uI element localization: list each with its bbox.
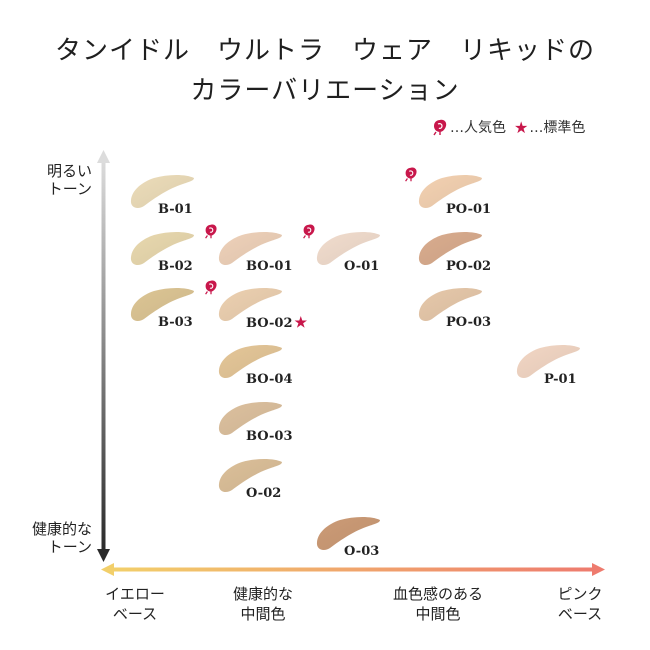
swatch-p-01	[514, 342, 584, 382]
shade-code-text: O-01	[344, 259, 380, 274]
shade-code-o-03: O-03	[344, 544, 379, 559]
shade-code-text: BO-04	[246, 372, 293, 387]
shade-code-po-03: PO-03	[446, 315, 491, 330]
shade-code-text: B-03	[158, 315, 193, 330]
shade-code-text: PO-02	[446, 259, 492, 274]
swatch-b-02	[128, 229, 198, 269]
shade-code-text: BO-02	[246, 316, 293, 331]
swatch-o-01	[314, 229, 384, 269]
shade-code-text: BO-03	[246, 429, 293, 444]
x-axis-label-pink: ピンク ベース	[557, 585, 603, 623]
star-icon: ★	[514, 117, 529, 137]
page-title-line1: タンイドル ウルトラ ウェア リキッドの	[54, 36, 595, 66]
x-axis-label-yellow: イエロー ベース	[105, 585, 165, 623]
swatch-po-03	[416, 285, 486, 325]
rose-icon	[202, 278, 220, 296]
shade-code-b-01: B-01	[158, 202, 193, 217]
rose-icon	[202, 222, 220, 240]
swatch-po-01	[416, 172, 486, 212]
page-title-line2: カラーバリエーション	[190, 76, 460, 106]
shade-code-text: P-01	[544, 372, 577, 387]
swatch-bo-04	[216, 342, 286, 382]
shade-code-text: O-02	[246, 486, 282, 501]
x-axis-arrow	[101, 563, 605, 576]
swatch-po-02	[416, 229, 486, 269]
shade-code-text: B-02	[158, 259, 193, 274]
shade-code-p-01: P-01	[544, 372, 577, 387]
swatch-b-01	[128, 172, 198, 212]
x-axis-label-rosy: 血色感のある 中間色	[392, 585, 483, 623]
swatch-o-03	[314, 514, 384, 554]
swatch-bo-01	[216, 229, 286, 269]
shade-code-po-01: PO-01	[446, 202, 491, 217]
y-axis-bottom-label: 健康的な トーン	[31, 520, 92, 556]
star-icon: ★	[294, 315, 308, 331]
swatch-b-03	[128, 285, 198, 325]
rose-icon	[300, 222, 318, 240]
swatch-o-02	[216, 456, 286, 496]
y-axis-top-label: 明るい トーン	[46, 162, 92, 198]
shade-code-bo-04: BO-04	[246, 372, 293, 387]
y-axis-arrow	[97, 150, 110, 562]
shade-code-b-02: B-02	[158, 259, 193, 274]
shade-code-text: B-01	[158, 202, 193, 217]
shade-code-text: PO-01	[446, 202, 492, 217]
swatch-bo-02	[216, 285, 286, 325]
shade-code-text: BO-01	[246, 259, 293, 274]
shade-code-text: O-03	[344, 544, 380, 559]
rose-icon	[430, 118, 450, 136]
x-axis-label-healthy: 健康的な 中間色	[232, 585, 293, 623]
shade-code-b-03: B-03	[158, 315, 193, 330]
shade-code-text: PO-03	[446, 315, 492, 330]
shade-code-po-02: PO-02	[446, 259, 491, 274]
legend: …人気色 ★ …標準色	[430, 117, 586, 137]
shade-code-o-02: O-02	[246, 486, 281, 501]
rose-icon	[402, 165, 420, 183]
shade-code-bo-03: BO-03	[246, 429, 293, 444]
legend-standard-label: …標準色	[529, 120, 586, 136]
legend-popular-label: …人気色	[450, 120, 506, 136]
shade-code-bo-01: BO-01	[246, 259, 293, 274]
swatch-bo-03	[216, 399, 286, 439]
shade-code-o-01: O-01	[344, 259, 379, 274]
shade-code-bo-02: BO-02 ★	[246, 315, 307, 331]
